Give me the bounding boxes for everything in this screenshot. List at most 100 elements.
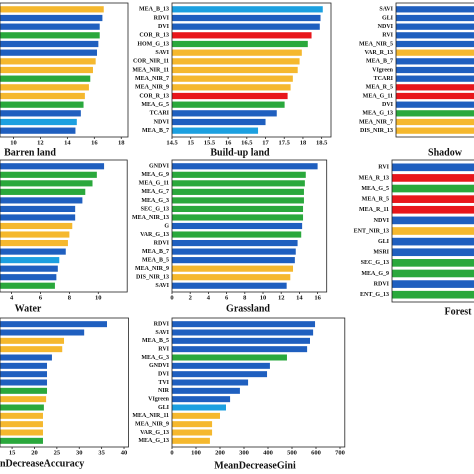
x-tick-label: 16 [314, 294, 321, 301]
bar [392, 269, 474, 278]
x-tick-label: 0 [170, 294, 173, 301]
bar [172, 337, 310, 344]
category-label: VIgreen [372, 67, 394, 73]
panel: RVI MEA_R_13 MEA_G_5 MEA_R_5 MEA_R_11 NDVI ENT… [354, 159, 474, 317]
bar [0, 58, 96, 65]
x-tick-label: 15.5 [204, 139, 216, 146]
category-label: G [164, 223, 169, 229]
category-label: MEA_G_5 [361, 186, 389, 192]
panel: RDVI SAVI MEA_B_5 RVI MEA_G_3 GNDVI DVI TVI NIR V… [132, 317, 346, 471]
category-label: MEA_G_11 [139, 181, 169, 187]
category-label: DVI [382, 102, 394, 108]
bar [172, 346, 308, 353]
x-tick-label: 14 [296, 294, 303, 301]
x-tick-label: 30 [76, 449, 83, 456]
bar [0, 40, 99, 48]
bar [0, 205, 76, 213]
bar [396, 84, 474, 91]
category-label: NDVI [374, 218, 390, 224]
bar [392, 184, 474, 193]
bar [392, 259, 474, 267]
x-tick-label: 6 [225, 294, 229, 301]
category-label: HOM_G_13 [137, 41, 169, 47]
x-tick-label: 600 [311, 449, 321, 456]
x-tick-label: 400 [263, 449, 273, 456]
category-label: TCARI [150, 111, 170, 117]
x-tick-label: 16 [225, 139, 232, 146]
x-tick-label: 15 [187, 139, 194, 146]
bar [392, 290, 474, 299]
category-label: MEA_G_9 [141, 172, 169, 178]
bar [392, 174, 474, 182]
category-label: SEC_G_13 [141, 206, 169, 212]
category-label: ENT_NIR_13 [354, 228, 389, 234]
bar [0, 248, 66, 255]
bar [0, 197, 83, 204]
category-label: MEA_NIR_5 [359, 41, 393, 47]
x-axis-label: Water [15, 303, 42, 314]
bar [0, 6, 104, 13]
category-label: COR_R_13 [139, 93, 169, 99]
bar [396, 14, 474, 22]
bar [0, 171, 97, 178]
bar [172, 197, 304, 204]
x-tick-label: 14 [64, 139, 71, 146]
plot-frame [0, 2, 129, 138]
x-tick-label: 20 [31, 449, 38, 456]
category-label: RDVI [154, 240, 170, 246]
bar [392, 216, 474, 225]
bar [0, 346, 63, 353]
bar [172, 171, 306, 178]
category-label: DVI [158, 372, 170, 378]
category-label: MEA_R_5 [362, 197, 389, 203]
bar [0, 412, 43, 419]
category-label: GLI [382, 15, 394, 21]
bar [392, 227, 474, 235]
bar [172, 274, 291, 281]
category-label: DVI [158, 24, 170, 30]
x-tick-label: 500 [287, 449, 297, 456]
bar [392, 248, 474, 257]
bar [0, 404, 44, 411]
bar [392, 195, 474, 203]
bar [172, 188, 304, 195]
bar [0, 49, 98, 56]
category-label: SAVI [155, 50, 169, 56]
bar [0, 396, 47, 403]
category-label: GLI [378, 239, 390, 245]
x-tick-label: 16.5 [241, 139, 253, 146]
x-tick-label: 18 [300, 139, 307, 146]
bar [172, 429, 213, 436]
bar [0, 387, 48, 394]
category-label: SAVI [155, 330, 169, 336]
plot-frame [171, 317, 346, 448]
category-label: MEA_NIR_13 [132, 215, 169, 221]
category-label: MEA_G_3 [141, 198, 169, 204]
bar [172, 282, 287, 289]
x-tick-label: 17.5 [279, 139, 291, 146]
x-tick-label: 35 [98, 449, 105, 456]
bar [0, 84, 89, 91]
category-label: MEA_B_5 [142, 258, 169, 264]
bar [0, 188, 86, 195]
category-label: MEA_B_7 [142, 249, 169, 255]
bar [0, 329, 85, 336]
bar [172, 329, 314, 336]
bar [396, 66, 474, 74]
category-label: NIR [158, 388, 170, 394]
x-tick-label: 8 [68, 294, 72, 301]
bar [0, 321, 108, 328]
x-axis-label: Build-up land [210, 147, 270, 158]
x-tick-label: 10 [260, 294, 267, 301]
category-label: MEA_NIR_7 [359, 119, 393, 125]
bar [172, 321, 316, 328]
category-label: GLI [158, 405, 170, 411]
category-label: RDVI [154, 322, 170, 328]
bar [172, 180, 305, 187]
bar [0, 101, 84, 108]
bar [0, 362, 48, 369]
bar [172, 110, 277, 117]
bar [0, 110, 81, 117]
category-label: ENT_G_13 [360, 292, 389, 298]
category-label: MEA_G_3 [141, 355, 169, 361]
